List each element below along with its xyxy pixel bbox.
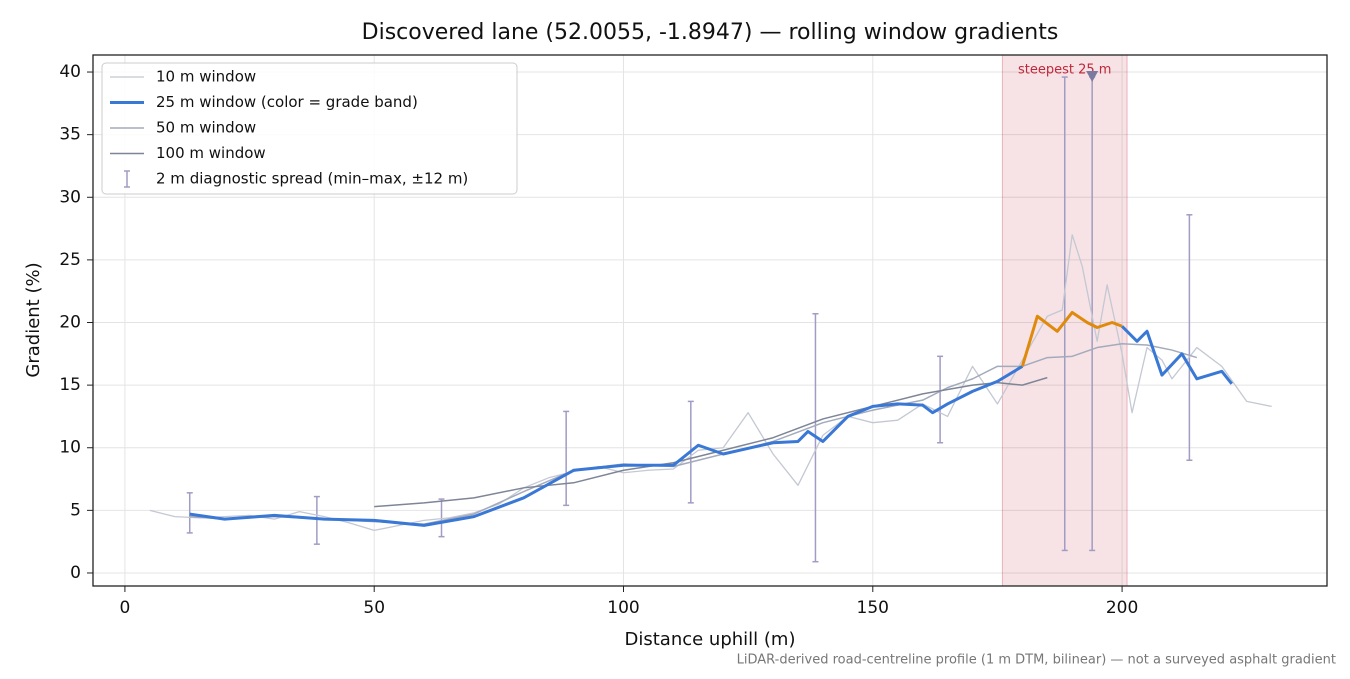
line-1: [189, 365, 1024, 527]
plot-frame: [92, 54, 1328, 587]
x-tick-label: 150: [857, 598, 889, 618]
x-tick-label: 0: [119, 598, 130, 618]
steepest-marker: [1086, 71, 1099, 83]
line-3: [374, 376, 1048, 508]
y-tick-label: 0: [70, 563, 81, 583]
error-bar: [1061, 76, 1068, 552]
error-bar: [313, 495, 320, 545]
legend: 10 m window 25 m window (color = grade ba…: [101, 62, 518, 195]
footnote: LiDAR-derived road-centreline profile (1…: [737, 653, 1336, 668]
legend-label: 10 m window: [156, 68, 256, 86]
x-axis-label: Distance uphill (m): [625, 629, 796, 650]
y-axis-label: Gradient (%): [23, 262, 44, 377]
error-bar: [563, 410, 570, 507]
y-tick-label: 20: [59, 313, 81, 333]
line-1: [1121, 325, 1233, 385]
legend-label: 2 m diagnostic spread (min–max, ±12 m): [156, 170, 468, 188]
highlight-label: steepest 25 m: [1018, 63, 1111, 78]
error-bar: [186, 492, 193, 534]
legend-label: 25 m window (color = grade band): [156, 93, 418, 111]
line-1: [1020, 310, 1123, 367]
error-bar: [937, 355, 944, 444]
line-0: [149, 234, 1272, 532]
x-tick-label: 50: [363, 598, 385, 618]
legend-box: [101, 62, 518, 195]
y-tick-label: 40: [59, 62, 81, 82]
error-bar: [438, 498, 445, 538]
y-tick-label: 25: [59, 250, 81, 270]
y-tick-label: 30: [59, 187, 81, 207]
x-tick-label: 200: [1106, 598, 1138, 618]
x-tick-label: 100: [607, 598, 639, 618]
legend-label: 50 m window: [156, 119, 256, 137]
plot-area: steepest 25 m: [149, 54, 1272, 587]
y-tick-label: 10: [59, 438, 81, 458]
chart-title: Discovered lane (52.0055, -1.8947) — rol…: [362, 20, 1059, 45]
y-tick-label: 35: [59, 125, 81, 145]
y-tick-label: 15: [59, 375, 81, 395]
error-bar: [1186, 214, 1193, 462]
legend-label: 100 m window: [156, 144, 266, 162]
y-tick-label: 5: [70, 500, 81, 520]
grid: [93, 55, 1327, 586]
